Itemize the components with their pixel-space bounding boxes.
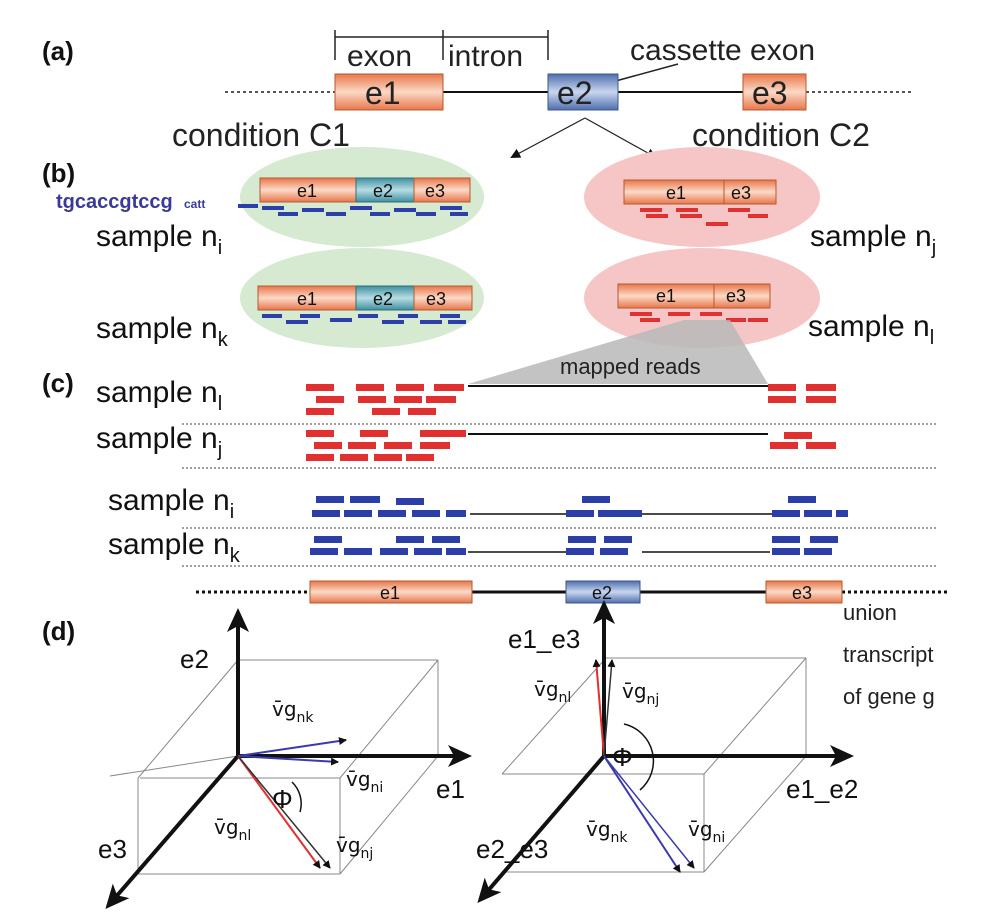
nj-e1: e1 bbox=[666, 183, 686, 203]
nl-e3: e3 bbox=[726, 286, 746, 306]
cassette-pointer bbox=[611, 63, 679, 83]
ni-e1: e1 bbox=[297, 181, 317, 201]
union-label-3: of gene g bbox=[843, 684, 935, 709]
union-label-1: union bbox=[843, 600, 897, 625]
transcript-nj bbox=[623, 179, 777, 205]
union-e2-label: e2 bbox=[592, 583, 612, 603]
left-vec-ni-label: v̄gni bbox=[346, 767, 383, 796]
left-angle-arc bbox=[291, 781, 302, 813]
ni-e3: e3 bbox=[425, 181, 445, 201]
read-sequence: tgcaccgtccg bbox=[56, 191, 173, 213]
union-exon-e3 bbox=[765, 580, 843, 604]
transcript-nl bbox=[617, 283, 771, 309]
intron-label: intron bbox=[448, 40, 523, 73]
row-nl-label: sample nl bbox=[96, 376, 222, 415]
left-angle-phi: Φ bbox=[272, 784, 293, 814]
right-axis-down-label: e2_e3 bbox=[476, 834, 548, 864]
left-axis-e3 bbox=[105, 754, 240, 910]
right-vec-nk-label: v̄gnk bbox=[586, 817, 628, 846]
row-nj-label: sample nj bbox=[96, 422, 222, 461]
right-vec-ni bbox=[603, 755, 695, 869]
right-angle-arc bbox=[623, 723, 655, 791]
left-vec-nk-label: v̄gnk bbox=[272, 697, 314, 726]
right-axis-up-label: e1_e3 bbox=[508, 624, 580, 654]
left-vec-nk bbox=[237, 737, 347, 757]
reads-ni bbox=[238, 204, 468, 216]
union-e3-label: e3 bbox=[792, 583, 812, 603]
exon-label: exon bbox=[347, 40, 412, 73]
right-vec-nl-label: v̄gnl bbox=[534, 677, 571, 706]
mapped-reads-label: mapped reads bbox=[560, 354, 701, 379]
left-vec-nl bbox=[237, 755, 321, 869]
right-axis-e2-e3 bbox=[477, 754, 606, 904]
panel-d-label: (d) bbox=[42, 616, 75, 646]
left-axis-e1-label: e1 bbox=[436, 774, 465, 804]
reads-nl bbox=[630, 312, 768, 322]
right-vec-ni-label: v̄gni bbox=[688, 817, 725, 846]
nk-e2: e2 bbox=[373, 289, 393, 309]
arrow-to-c2 bbox=[584, 117, 657, 158]
row-nk-label: sample nk bbox=[108, 528, 241, 567]
cassette-exon-label: cassette exon bbox=[630, 34, 815, 67]
exon-e3-label: e3 bbox=[752, 75, 788, 111]
left-vec-nj bbox=[237, 755, 331, 869]
arrow-to-c1 bbox=[510, 117, 586, 158]
sample-ni-label: sample ni bbox=[96, 220, 222, 259]
ni-e2: e2 bbox=[373, 181, 393, 201]
exon-e2 bbox=[547, 73, 619, 111]
nk-e1: e1 bbox=[297, 289, 317, 309]
panel-a-label: (a) bbox=[42, 36, 74, 66]
reads-nk bbox=[262, 314, 466, 324]
right-vec-nk bbox=[603, 755, 681, 873]
exon-e2-label: e2 bbox=[557, 75, 593, 111]
right-vec-nj bbox=[603, 659, 616, 757]
right-vec-nj-label: v̄gnj bbox=[622, 679, 659, 708]
reads-nj bbox=[640, 208, 768, 226]
left-vec-nj-label: v̄gnj bbox=[336, 833, 373, 862]
left-cube bbox=[109, 659, 439, 875]
left-vec-nl-label: v̄gnl bbox=[214, 815, 251, 844]
union-exon-e1 bbox=[309, 580, 473, 604]
right-cube bbox=[501, 657, 807, 873]
left-vec-ni bbox=[237, 755, 339, 766]
union-label-2: transcript bbox=[843, 642, 933, 667]
nj-e3: e3 bbox=[731, 183, 751, 203]
sample-nj-label: sample nj bbox=[810, 220, 936, 259]
sample-nl-label: sample nl bbox=[808, 310, 934, 349]
row-ni-label: sample ni bbox=[108, 484, 234, 523]
right-angle-phi: Φ bbox=[612, 742, 633, 772]
nl-e1: e1 bbox=[656, 286, 676, 306]
panel-c-label: (c) bbox=[42, 368, 74, 398]
exon-bracket bbox=[334, 30, 549, 60]
row-nl-reads bbox=[306, 384, 836, 415]
union-e1-label: e1 bbox=[380, 583, 400, 603]
condition-c1-label: condition C1 bbox=[172, 117, 350, 153]
transcript-ni bbox=[259, 177, 471, 203]
panel-b-label: (b) bbox=[42, 158, 75, 188]
row-ni-reads bbox=[312, 496, 848, 517]
union-label-clip bbox=[962, 600, 981, 720]
mapped-reads-wedge bbox=[468, 320, 768, 384]
exon-e1 bbox=[334, 73, 444, 111]
sample-nk-label: sample nk bbox=[96, 312, 229, 351]
exon-e1-label: e1 bbox=[365, 75, 401, 111]
left-axis-e3-label: e3 bbox=[98, 834, 127, 864]
right-vec-nl bbox=[592, 659, 605, 757]
transcript-nk bbox=[257, 285, 473, 311]
left-axis-e2-label: e2 bbox=[180, 644, 209, 674]
nk-e3: e3 bbox=[426, 289, 446, 309]
right-axis-right-label: e1_e2 bbox=[786, 774, 858, 804]
exon-e3 bbox=[742, 73, 807, 111]
row-nj-reads bbox=[306, 430, 836, 461]
read-sequence-tail: catt bbox=[184, 197, 205, 211]
row-nk-reads bbox=[310, 536, 838, 555]
condition-c2-label: condition C2 bbox=[692, 117, 870, 153]
